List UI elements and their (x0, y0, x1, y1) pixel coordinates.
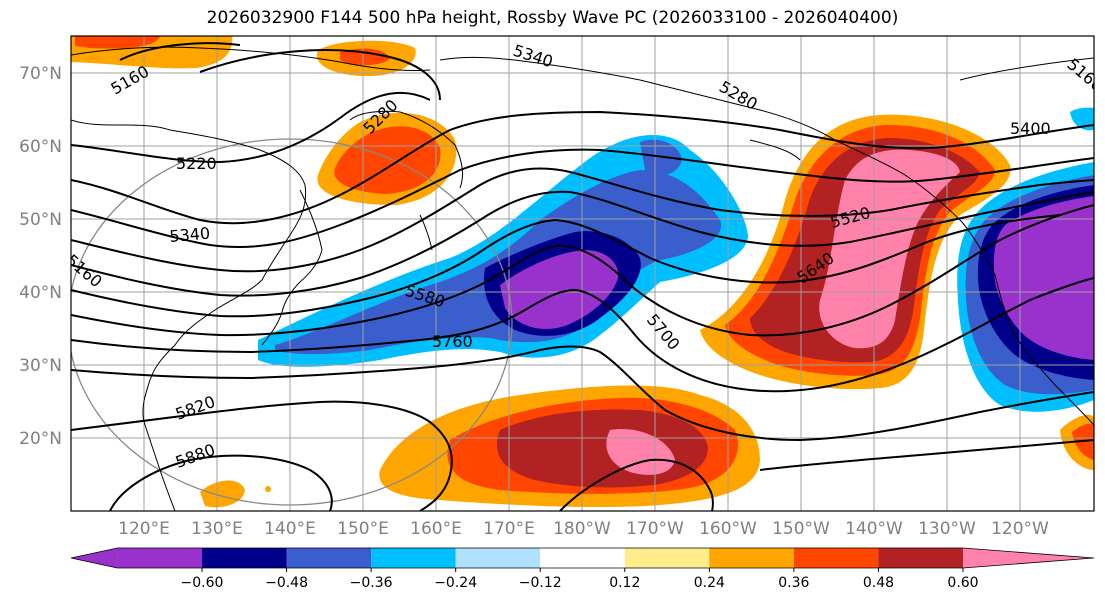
lon-label: 140°E (264, 519, 316, 539)
lon-label: 150°E (337, 519, 389, 539)
map-plot-area: 5160 5340 5280 5280 5220 5400 5340 5520 … (71, 36, 1094, 511)
colorbar-segment (624, 548, 710, 568)
colorbar-segment (878, 548, 963, 568)
colorbar-tick-label: 0.36 (778, 575, 809, 591)
positive-anomaly-okhotsk (317, 112, 457, 205)
latitude-labels: 70°N 60°N 50°N 40°N 30°N 20°N (19, 64, 62, 449)
positive-anomaly-northeast-pacific (700, 114, 1011, 390)
colorbar-tick-label: 0.12 (609, 575, 640, 591)
lat-label: 70°N (19, 64, 62, 84)
lon-label: 170°E (483, 519, 535, 539)
longitude-labels: 120°E 130°E 140°E 150°E 160°E 170°E 180°… (118, 519, 1049, 539)
contour-label: 5400 (1010, 119, 1051, 138)
colorbar-segment (793, 548, 879, 568)
colorbar-extend-high (963, 548, 1094, 568)
map-title: 2026032900 F144 500 hPa height, Rossby W… (206, 8, 899, 28)
lat-label: 50°N (19, 210, 62, 230)
contour-label: 5340 (169, 224, 211, 246)
colorbar-tick-label: 0.60 (947, 575, 978, 591)
colorbar-extend-low (71, 548, 118, 568)
contour-label: 5220 (176, 154, 217, 173)
contour-label: 5760 (432, 332, 473, 351)
negative-anomaly-pacific-band (258, 135, 748, 367)
lon-label: 150°W (772, 519, 830, 539)
colorbar-outline (70, 547, 1095, 569)
lat-label: 40°N (19, 283, 62, 303)
colorbar: −0.60 −0.48 −0.36 −0.24 −0.12 0.12 0.24 0.36 0.4… (70, 547, 1095, 591)
lon-label: 180°W (553, 519, 611, 539)
colorbar-tick-label: 0.48 (863, 575, 894, 591)
colorbar-tick-label: −0.48 (265, 575, 308, 591)
lon-label: 120°E (118, 519, 170, 539)
colorbar-segment (371, 548, 456, 568)
colorbar-segment (540, 548, 625, 568)
lat-label: 20°N (19, 429, 62, 449)
map-frame (70, 35, 1095, 512)
colorbar-tick-label: −0.12 (519, 575, 562, 591)
colorbar-segment (202, 548, 287, 568)
lon-label: 170°W (626, 519, 684, 539)
lon-label: 160°E (410, 519, 462, 539)
colorbar-tick-label: −0.24 (434, 575, 477, 591)
height-contours (71, 42, 1094, 511)
lon-label: 130°W (918, 519, 976, 539)
colorbar-tick-label: −0.36 (350, 575, 393, 591)
lat-label: 60°N (19, 137, 62, 157)
colorbar-segment (709, 548, 794, 568)
colorbar-segment (455, 548, 541, 568)
lat-label: 30°N (19, 356, 62, 376)
colorbar-segment (117, 548, 202, 568)
coastlines (71, 46, 1094, 511)
lon-label: 130°E (191, 519, 243, 539)
lon-label: 120°W (991, 519, 1049, 539)
lon-label: 160°W (699, 519, 757, 539)
colorbar-segment (286, 548, 372, 568)
colorbar-tick-label: −0.60 (181, 575, 224, 591)
colorbar-tick-label: 0.24 (694, 575, 725, 591)
lon-label: 140°W (845, 519, 903, 539)
